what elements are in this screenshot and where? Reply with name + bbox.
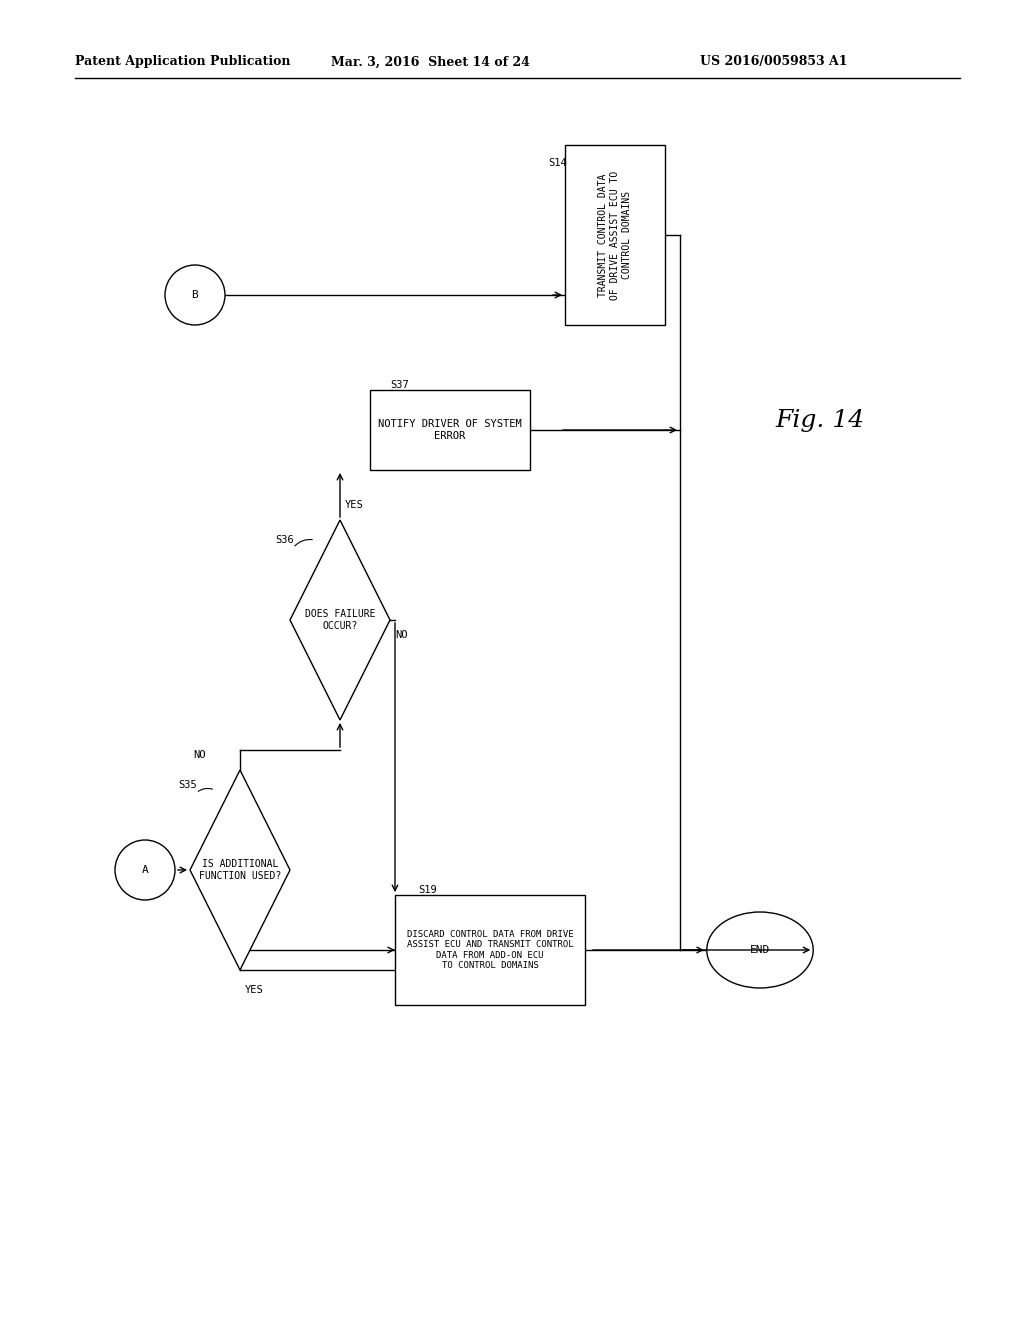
Text: S14: S14 [548,158,566,168]
Text: S19: S19 [418,884,437,895]
Ellipse shape [165,265,225,325]
Polygon shape [190,770,290,970]
Text: YES: YES [345,500,364,510]
Text: Fig. 14: Fig. 14 [775,408,864,432]
Text: TRANSMIT CONTROL DATA
OF DRIVE ASSIST ECU TO
CONTROL DOMAINS: TRANSMIT CONTROL DATA OF DRIVE ASSIST EC… [598,170,632,300]
Text: Patent Application Publication: Patent Application Publication [75,55,291,69]
Text: B: B [191,290,199,300]
Bar [370,389,530,470]
Text: DISCARD CONTROL DATA FROM DRIVE
ASSIST ECU AND TRANSMIT CONTROL
DATA FROM ADD-ON: DISCARD CONTROL DATA FROM DRIVE ASSIST E… [407,929,573,970]
Ellipse shape [707,912,813,987]
Text: Mar. 3, 2016  Sheet 14 of 24: Mar. 3, 2016 Sheet 14 of 24 [331,55,529,69]
Bar [565,145,665,325]
Text: DOES FAILURE
OCCUR?: DOES FAILURE OCCUR? [305,610,375,631]
Text: S37: S37 [390,380,409,389]
Text: US 2016/0059853 A1: US 2016/0059853 A1 [700,55,848,69]
Text: NOTIFY DRIVER OF SYSTEM
ERROR: NOTIFY DRIVER OF SYSTEM ERROR [378,420,522,441]
Ellipse shape [115,840,175,900]
Text: END: END [750,945,770,954]
Bar [395,895,585,1005]
Text: A: A [141,865,148,875]
Text: S35: S35 [178,780,197,789]
Text: YES: YES [245,985,264,995]
Polygon shape [290,520,390,719]
Text: NO: NO [194,750,206,760]
Text: IS ADDITIONAL
FUNCTION USED?: IS ADDITIONAL FUNCTION USED? [199,859,282,880]
Text: S36: S36 [275,535,294,545]
Text: NO: NO [395,630,408,640]
